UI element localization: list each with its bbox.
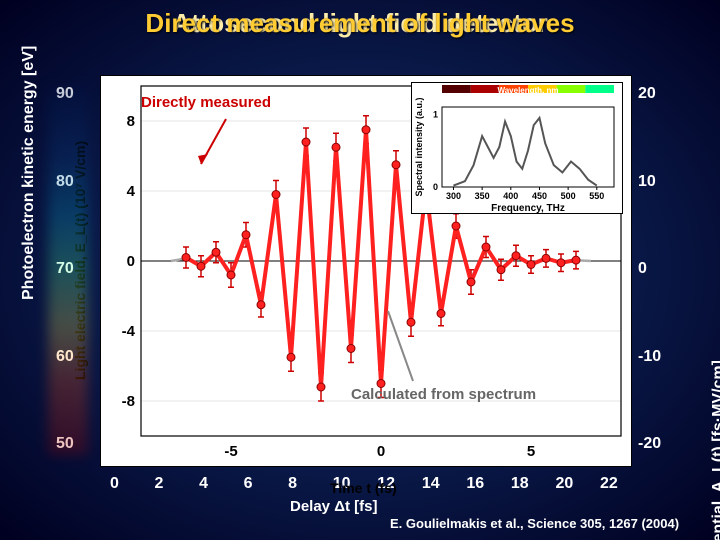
svg-text:8: 8: [127, 113, 135, 130]
outer-bottom-tick: 8: [288, 475, 297, 493]
svg-text:350: 350: [475, 191, 490, 201]
slide-root: Attosecond light field detector Direct m…: [0, 0, 720, 540]
xlabel-inner: Time t (fs): [330, 480, 397, 496]
xlabel-outer: Delay Δt [fs]: [290, 498, 377, 515]
heatmap-strip-left: [48, 85, 88, 455]
svg-text:Wavelength, nm: Wavelength, nm: [497, 86, 558, 95]
svg-text:0: 0: [377, 443, 385, 460]
annot-measured: Directly measured: [141, 94, 271, 111]
citation: E. Goulielmakis et al., Science 305, 126…: [390, 516, 679, 531]
svg-text:Frequency, THz: Frequency, THz: [491, 203, 565, 213]
svg-text:1000: 1000: [449, 98, 465, 105]
svg-text:600: 600: [565, 98, 577, 105]
outer-bottom-tick: 2: [155, 475, 164, 493]
outer-bottom-tick: 6: [244, 475, 253, 493]
svg-text:Spectral intensity (a.u.): Spectral intensity (a.u.): [414, 97, 424, 196]
title-main: Direct measurement of light waves: [0, 8, 720, 39]
svg-text:-5: -5: [224, 443, 237, 460]
outer-right-tick: 10: [638, 173, 656, 191]
svg-text:400: 400: [503, 191, 518, 201]
inset-svg: Wavelength, nm 1000 857 750 666 600 545 300 350 4…: [412, 83, 622, 213]
plot-area: -8 -4 0 4 8 -5 0 5 Directly measured Calculated…: [100, 75, 632, 467]
svg-text:545: 545: [594, 98, 606, 105]
inset-plot: Wavelength, nm 1000 857 750 666 600 545 300 350 4…: [411, 82, 623, 214]
svg-text:-4: -4: [122, 323, 136, 340]
arrow-measured: [196, 114, 256, 174]
svg-text:300: 300: [446, 191, 461, 201]
ylabel-outer-right: Vector potential, A_L(t) [fs·MV/cm]: [710, 360, 720, 540]
svg-text:4: 4: [127, 183, 136, 200]
outer-bottom-tick: 16: [466, 475, 484, 493]
svg-text:450: 450: [532, 191, 547, 201]
svg-text:666: 666: [536, 98, 548, 105]
outer-bottom-tick: 18: [511, 475, 529, 493]
outer-right-tick: -20: [638, 435, 661, 453]
svg-text:5: 5: [527, 443, 535, 460]
arrow-calculated: [383, 306, 443, 386]
outer-bottom-tick: 14: [422, 475, 440, 493]
outer-bottom-tick: 0: [110, 475, 119, 493]
outer-bottom-tick: 20: [555, 475, 573, 493]
annot-calculated: Calculated from spectrum: [351, 386, 536, 403]
outer-right-tick: -10: [638, 348, 661, 366]
outer-bottom-tick: 22: [600, 475, 618, 493]
svg-text:750: 750: [508, 98, 520, 105]
svg-text:857: 857: [479, 98, 491, 105]
svg-text:1: 1: [433, 109, 438, 119]
svg-text:0: 0: [127, 253, 135, 270]
outer-right-tick: 20: [638, 85, 656, 103]
svg-text:550: 550: [589, 191, 604, 201]
svg-text:0: 0: [433, 182, 438, 192]
outer-bottom-tick: 4: [199, 475, 208, 493]
ylabel-outer-left: Photoelectron kinetic energy [eV]: [20, 46, 38, 300]
svg-text:500: 500: [561, 191, 576, 201]
svg-text:-8: -8: [122, 393, 135, 410]
outer-right-tick: 0: [638, 260, 647, 278]
